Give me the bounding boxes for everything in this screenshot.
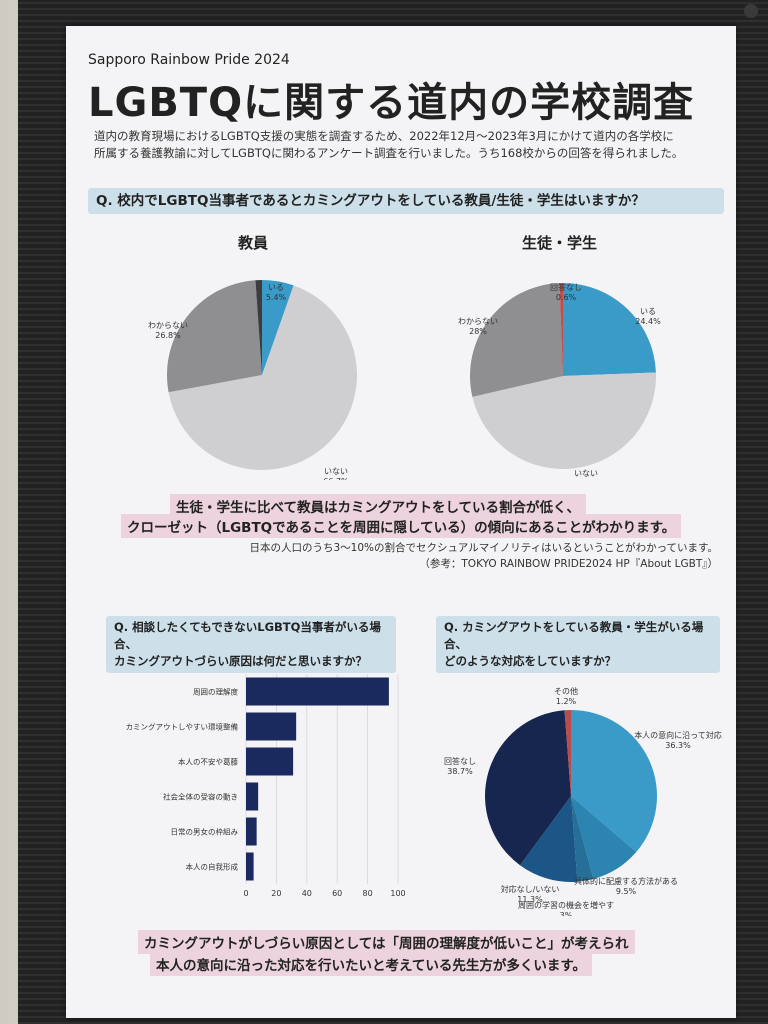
pie-students-slice-2 — [470, 283, 563, 397]
pie-responses-slice-3 — [520, 796, 578, 882]
bar-1 — [246, 712, 297, 741]
pie-students-value-1: 47% — [577, 479, 595, 480]
pie-students-label-3: 回答なし — [550, 282, 582, 292]
pie-students-label-0: いる — [640, 307, 656, 316]
pie-students-value-2: 28% — [469, 327, 487, 336]
bar-category-label-5: 本人の自我形成 — [186, 862, 239, 872]
bar-2 — [246, 747, 294, 776]
bar-category-label-0: 周囲の理解度 — [193, 687, 238, 697]
pie-responses-slice-2 — [571, 796, 594, 882]
pie-responses-label-2: 周囲の学習の機会を増やす — [518, 900, 614, 910]
pie-responses-value-0: 36.3% — [665, 741, 691, 750]
bar-5 — [246, 852, 254, 881]
note-reference: （参考：TOKYO RAINBOW PRIDE2024 HP『About LGB… — [419, 558, 718, 570]
pie-teachers-slice-0 — [262, 280, 294, 375]
bar-tick-label-0: 0 — [243, 889, 248, 898]
pie-students-label-1: いない — [574, 469, 598, 478]
pie-responses-label-1: 具体的に配慮する方法がある — [574, 876, 678, 886]
pie-teachers-value-2: 26.8% — [155, 331, 181, 340]
pie-responses-label-3: 対応なし/いない — [501, 884, 560, 894]
bar-tick-label-4: 80 — [363, 889, 373, 898]
pie-responses-value-1: 9.5% — [616, 887, 637, 896]
pie-students-value-3: 0.6% — [556, 293, 577, 302]
poster: Sapporo Rainbow Pride 2024 LGBTQに関する道内の学… — [66, 26, 736, 1018]
pie-responses-value-2: 3% — [560, 911, 573, 916]
pie-responses-label-4: 回答なし — [444, 756, 476, 766]
pie-students-value-0: 24.4% — [635, 317, 661, 326]
pie-responses-slice-1 — [571, 796, 637, 880]
question-2-line-2: カミングアウトづらい原因は何だと思いますか？ — [114, 654, 367, 668]
bar-4 — [246, 817, 257, 846]
bar-chart-reasons: 0 20 40 60 80 100 周囲の理解度カミングアウトしやすい環境整備本人の不安や葛… — [126, 674, 406, 898]
bar-3 — [246, 782, 259, 811]
pie-students-slice-0 — [563, 283, 656, 376]
highlight-text-4: 本人の意向に沿った対応を行いたいと考えている先生方が多くいます。 — [150, 952, 592, 976]
pie-responses-value-4: 38.7% — [447, 767, 473, 776]
pie-students-slice-3 — [559, 283, 563, 376]
bar-tick-label-3: 60 — [332, 889, 342, 898]
pie-teachers-slice-2 — [167, 280, 262, 393]
pie-responses-slice-5 — [564, 710, 571, 796]
pie-teachers-slice-3 — [255, 280, 262, 375]
pie-teachers-label-1: いない — [324, 467, 348, 476]
bar-category-label-4: 日常の男女の枠組み — [171, 827, 239, 837]
binder-clip — [744, 4, 758, 18]
pie-teachers-title: 教員 — [238, 234, 269, 252]
question-3: Q. カミングアウトをしている教員・学生がいる場合、 どのような対応をしています… — [436, 616, 720, 673]
pie-students-label-2: わからない — [458, 317, 498, 326]
bar-tick-label-5: 100 — [390, 889, 405, 898]
question-1: Q. 校内でLGBTQ当事者であるとカミングアウトをしている教員/生徒・学生はい… — [88, 188, 724, 214]
poster-title: LGBTQに関する道内の学校調査 — [88, 80, 695, 126]
pie-teachers-label-0: いる — [268, 283, 284, 292]
bar-tick-label-1: 20 — [271, 889, 281, 898]
question-3-line-1: Q. カミングアウトをしている教員・学生がいる場合、 — [444, 620, 704, 651]
highlight-text-2: クローゼット（LGBTQであることを周囲に隠している）の傾向にあることがわかりま… — [121, 514, 682, 538]
highlight-text-3: カミングアウトがしづらい原因としては「周囲の理解度が低いこと」が考えられ — [138, 930, 635, 954]
pie-responses-slice-0 — [571, 710, 657, 853]
pie-teachers-value-1: 66.7% — [323, 477, 349, 480]
question-2-line-1: Q. 相談したくてもできないLGBTQ当事者がいる場合、 — [114, 620, 381, 651]
bar-category-label-1: カミングアウトしやすい環境整備 — [126, 722, 239, 732]
intro-text: 道内の教育現場におけるLGBTQ支援の実態を調査するため、2022年12月〜20… — [94, 128, 714, 162]
pie-responses-label-0: 本人の意向に沿って対応 — [634, 730, 722, 740]
pie-teachers-slice-1 — [168, 285, 357, 470]
pie-students-title: 生徒・学生 — [522, 234, 598, 252]
bar-category-label-2: 本人の不安や葛藤 — [178, 757, 238, 767]
bar-tick-label-2: 40 — [302, 889, 312, 898]
event-subtitle: Sapporo Rainbow Pride 2024 — [88, 52, 290, 68]
intro-line-2: 所属する養護教諭に対してLGBTQに関わるアンケート調査を行いました。うち168… — [94, 146, 684, 160]
pie-teachers-label-2: わからない — [148, 321, 188, 330]
pie-responses-value-3: 11.3% — [517, 895, 543, 904]
bar-0 — [246, 677, 389, 706]
question-2: Q. 相談したくてもできないLGBTQ当事者がいる場合、 カミングアウトづらい原… — [106, 616, 396, 673]
pie-responses-label-5: その他 — [554, 686, 578, 696]
intro-line-1: 道内の教育現場におけるLGBTQ支援の実態を調査するため、2022年12月〜20… — [94, 129, 674, 143]
question-3-line-2: どのような対応をしていますか？ — [444, 654, 617, 668]
pie-responses-value-5: 1.2% — [556, 697, 577, 706]
pie-students-slice-1 — [472, 372, 656, 469]
bar-category-label-3: 社会全体の受容の動き — [163, 792, 238, 802]
pie-responses-slice-4 — [485, 710, 571, 866]
note-text-1: 日本の人口のうち3〜10%の割合でセクシュアルマイノリティはいるということがわか… — [249, 542, 719, 554]
pie-teachers-value-0: 5.4% — [266, 293, 287, 302]
